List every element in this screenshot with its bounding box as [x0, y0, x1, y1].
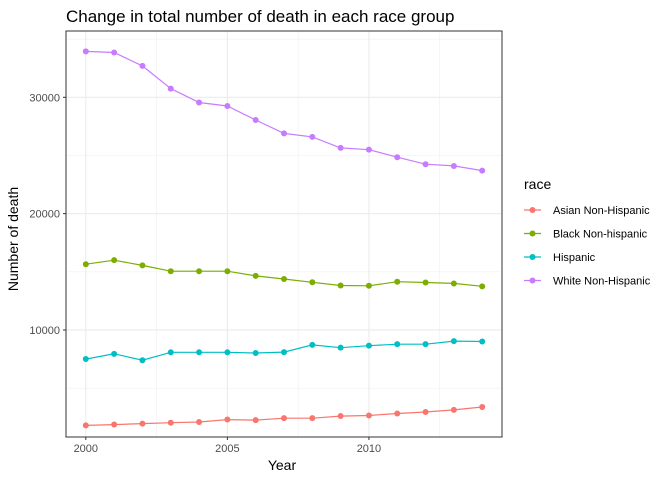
- data-point: [479, 403, 486, 410]
- data-point: [422, 161, 429, 168]
- data-point: [167, 85, 174, 92]
- legend-item: White Non-Hispanic: [524, 276, 651, 288]
- data-point: [394, 341, 401, 348]
- chart-title: Change in total number of death in each …: [66, 7, 454, 26]
- panel-background: [66, 31, 502, 437]
- data-point: [422, 279, 429, 286]
- data-point: [309, 279, 316, 286]
- plot-panel: [65, 30, 503, 438]
- legend-label: Asian Non-Hispanic: [553, 205, 650, 217]
- series-white-non-hispanic: [82, 48, 486, 174]
- data-point: [111, 421, 118, 428]
- legend-item: Asian Non-Hispanic: [524, 205, 650, 217]
- data-point: [394, 278, 401, 285]
- data-point: [111, 49, 118, 56]
- data-point: [139, 62, 146, 69]
- legend-key-point: [529, 254, 536, 260]
- data-point: [394, 154, 401, 161]
- data-point: [167, 268, 174, 275]
- data-point: [139, 262, 146, 269]
- data-point: [337, 344, 344, 351]
- data-point: [224, 349, 231, 356]
- data-point: [479, 167, 486, 174]
- data-point: [365, 412, 372, 419]
- data-point: [167, 349, 174, 356]
- y-tick-label: 20000: [29, 209, 60, 221]
- data-point: [450, 406, 457, 413]
- data-point: [450, 338, 457, 345]
- panel-border: [65, 30, 503, 438]
- data-point: [394, 410, 401, 417]
- data-point: [196, 418, 203, 425]
- legend-title: race: [524, 176, 551, 192]
- data-point: [111, 350, 118, 357]
- data-point: [82, 356, 89, 363]
- legend-key-point: [529, 277, 536, 284]
- data-point: [281, 130, 287, 137]
- data-point: [479, 338, 486, 345]
- data-point: [422, 341, 429, 348]
- legend-key-point: [529, 207, 536, 213]
- y-tick-label: 10000: [29, 325, 60, 337]
- data-point: [252, 350, 259, 357]
- data-point: [252, 272, 259, 279]
- data-point: [422, 408, 429, 415]
- legend: race Asian Non-Hispanic Black Non-hispani…: [524, 176, 651, 288]
- data-point: [479, 283, 486, 290]
- data-point: [82, 261, 89, 268]
- data-point: [196, 99, 203, 106]
- data-point: [365, 342, 372, 349]
- legend-label: White Non-Hispanic: [553, 276, 651, 288]
- data-point: [111, 257, 118, 264]
- data-point: [365, 146, 372, 153]
- series-hispanic: [82, 338, 486, 364]
- data-point: [309, 415, 316, 422]
- data-point: [365, 282, 372, 289]
- data-point: [82, 48, 89, 55]
- legend-label: Black Non-hispanic: [553, 229, 648, 241]
- data-point: [281, 276, 287, 283]
- y-tick-label: 30000: [29, 92, 60, 104]
- x-tick-label: 2000: [74, 443, 98, 455]
- data-point: [450, 162, 457, 169]
- legend-label: Hispanic: [553, 252, 596, 264]
- series-black-non-hispanic: [82, 257, 486, 290]
- data-point: [309, 341, 316, 348]
- data-point: [450, 280, 457, 287]
- legend-item: Hispanic: [524, 252, 596, 264]
- data-point: [337, 144, 344, 151]
- x-tick-label: 2010: [357, 443, 381, 455]
- data-point: [167, 419, 174, 426]
- data-point: [196, 268, 203, 275]
- legend-item: Black Non-hispanic: [524, 229, 648, 241]
- y-axis-title: Number of death: [5, 187, 21, 291]
- data-point: [337, 413, 344, 420]
- axis-ticks: 10000 20000 30000 2000 2005 2010: [29, 92, 381, 455]
- data-point: [224, 416, 231, 423]
- data-point: [281, 415, 287, 422]
- data-point: [82, 422, 89, 429]
- data-point: [139, 357, 146, 364]
- data-point: [281, 349, 287, 356]
- x-tick-label: 2005: [215, 443, 239, 455]
- x-axis-title: Year: [268, 457, 297, 473]
- legend-key-point: [529, 230, 536, 237]
- data-point: [139, 420, 146, 427]
- data-point: [252, 417, 259, 424]
- data-point: [252, 116, 259, 123]
- data-point: [337, 282, 344, 289]
- data-point: [224, 268, 231, 275]
- data-point: [309, 133, 316, 140]
- data-point: [196, 349, 203, 356]
- series-asian-non-hispanic: [82, 403, 486, 429]
- data-point: [224, 103, 231, 110]
